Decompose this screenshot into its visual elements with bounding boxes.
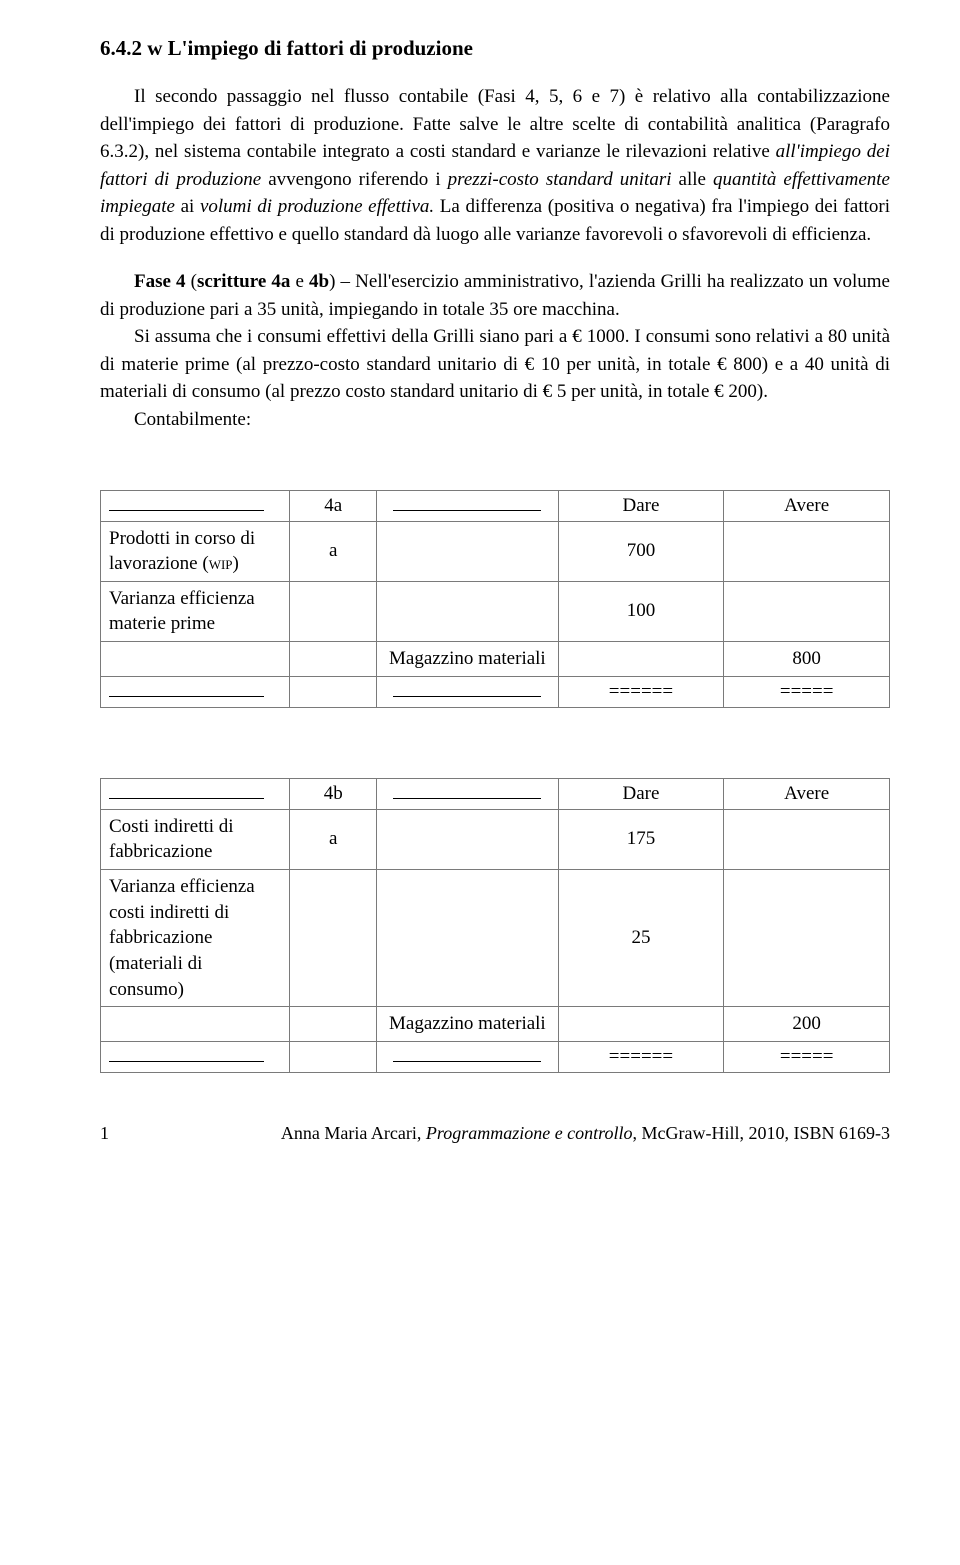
journal-table-4a: 4a Dare Avere Prodotti in corso di lavor… [100,490,890,708]
p1-text-d: ai [175,196,200,217]
table-row: Costi indiretti di fabbricazione a 175 [101,809,890,869]
cell: a [290,809,377,869]
avere-value [724,581,890,641]
footer-ref-b: , McGraw-Hill, 2010, ISBN 6169-3 [633,1123,890,1143]
paragraph-2: Fase 4 (scritture 4a e 4b) – Nell'eserci… [100,268,890,433]
dare-value: 100 [558,581,724,641]
equals-mark: ===== [724,1041,890,1072]
p1-text-b: avvengono riferendo i [261,169,447,190]
blank-line [109,1048,264,1062]
avere-value: 800 [724,642,890,677]
equals-mark: ====== [558,676,724,707]
cell [377,521,558,581]
paragraph-1: Il secondo passaggio nel flusso contabil… [100,83,890,248]
cell [290,1007,377,1042]
table-footer-row: ====== ===== [101,1041,890,1072]
avere-header: Avere [724,778,890,809]
dare-value: 175 [558,809,724,869]
p2-bold-1: scritture 4a [197,271,290,292]
p2-mid: e [290,271,309,292]
footer-ref-a: Anna Maria Arcari, [281,1123,426,1143]
blank-line [393,497,541,511]
dare-value: 25 [558,870,724,1007]
table-row: Varianza efficienza materie prime 100 [101,581,890,641]
account-name: Prodotti in corso di lavorazione (wip) [109,528,255,575]
table-row: Magazzino materiali 800 [101,642,890,677]
equals-mark: ===== [724,676,890,707]
cell [290,676,377,707]
page-number: 1 [100,1123,109,1144]
cell [101,1007,290,1042]
entry-label: 4b [290,778,377,809]
avere-value [724,870,890,1007]
table-header-row: 4a Dare Avere [101,490,890,521]
cell: a [290,521,377,581]
blank-line [109,785,264,799]
credit-account: Magazzino materiali [377,642,558,677]
table-row: Prodotti in corso di lavorazione (wip) a… [101,521,890,581]
p3-text: Si assuma che i consumi effettivi della … [100,326,890,402]
cell [290,870,377,1007]
blank-line [109,497,264,511]
table-row: Varianza efficienza costi indiretti di f… [101,870,890,1007]
blank-line [393,785,541,799]
dare-value: 700 [558,521,724,581]
footer-ref-title: Programmazione e controllo [426,1123,633,1143]
cell [290,581,377,641]
cell [290,642,377,677]
avere-value [724,521,890,581]
blank-line [109,683,264,697]
avere-header: Avere [724,490,890,521]
equals-mark: ====== [558,1041,724,1072]
blank-line [393,1048,541,1062]
p4-text: Contabilmente: [134,409,251,430]
p2-bold: Fase 4 [134,271,186,292]
account-name: Varianza efficienza materie prime [101,581,290,641]
avere-value: 200 [724,1007,890,1042]
p2-text-a: ( [186,271,197,292]
blank-line [393,683,541,697]
dare-value [558,1007,724,1042]
dare-header: Dare [558,490,724,521]
account-name: Costi indiretti di fabbricazione [101,809,290,869]
cell [377,581,558,641]
page-footer: 1 Anna Maria Arcari, Programmazione e co… [100,1123,890,1144]
dare-value [558,642,724,677]
p1-italic-4: volumi di produzione effettiva. [200,196,434,217]
account-name: Varianza efficienza costi indiretti di f… [101,870,290,1007]
table-row: Magazzino materiali 200 [101,1007,890,1042]
p1-italic-2: prezzi-costo standard unitari [448,169,672,190]
cell [101,642,290,677]
cell [290,1041,377,1072]
table-header-row: 4b Dare Avere [101,778,890,809]
footer-reference: Anna Maria Arcari, Programmazione e cont… [281,1123,890,1144]
p2-bold-2: 4b [309,271,329,292]
table-footer-row: ====== ===== [101,676,890,707]
p1-text-c: alle [672,169,714,190]
cell [377,870,558,1007]
avere-value [724,809,890,869]
entry-label: 4a [290,490,377,521]
journal-table-4b: 4b Dare Avere Costi indiretti di fabbric… [100,778,890,1073]
credit-account: Magazzino materiali [377,1007,558,1042]
dare-header: Dare [558,778,724,809]
section-heading: 6.4.2 w L'impiego di fattori di produzio… [100,36,890,61]
p1-text-a: Il secondo passaggio nel flusso contabil… [100,86,890,162]
cell [377,809,558,869]
